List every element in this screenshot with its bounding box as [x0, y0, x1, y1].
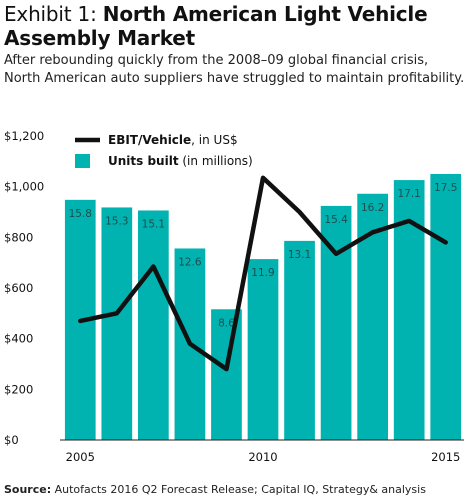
bar [247, 259, 279, 440]
bar [138, 210, 169, 440]
bar-data-label: 16.2 [361, 202, 384, 214]
title-prefix: Exhibit 1: [4, 2, 97, 26]
title-main: North American Light Vehicle Assembly Ma… [4, 2, 428, 50]
legend-label-units: Units built (in millions) [108, 154, 253, 168]
bar-data-label: 17.5 [434, 182, 457, 194]
bar [101, 207, 133, 440]
source-label: Source: [4, 483, 52, 496]
bar-data-label: 11.9 [251, 267, 274, 279]
y-tick-label: $1,000 [4, 180, 44, 194]
bar [211, 309, 242, 440]
x-tick-label: 2015 [431, 450, 460, 464]
bar-data-label: 13.1 [288, 249, 311, 261]
bar-data-label: 15.4 [324, 214, 348, 226]
bar [430, 174, 462, 440]
y-tick-label: $200 [4, 382, 33, 396]
x-tick-label: 2010 [248, 450, 277, 464]
source-text: Autofacts 2016 Q2 Forecast Release; Capi… [54, 483, 426, 496]
bar-data-label: 17.1 [397, 188, 420, 200]
y-tick-label: $0 [4, 433, 19, 447]
x-tick-label: 2005 [66, 450, 95, 464]
y-tick-label: $800 [4, 230, 33, 244]
y-tick-label: $600 [4, 281, 33, 295]
ebit-line [78, 175, 448, 372]
bar-data-label: 15.3 [105, 215, 128, 227]
chart: $0 $200 $400 $600 $800 $1,000 $1,200 15.8 15.3 15… [4, 129, 464, 464]
bar-data-label: 8.6 [218, 317, 235, 329]
y-tick-label: $1,200 [4, 129, 44, 143]
y-tick-label: $400 [4, 332, 33, 346]
source-note: Source: Autofacts 2016 Q2 Forecast Relea… [4, 483, 466, 497]
legend-label-ebit: EBIT/Vehicle, in US$ [108, 133, 238, 147]
legend-bar-swatch [75, 154, 90, 168]
bar [284, 240, 315, 440]
bar-data-label: 12.6 [178, 256, 202, 268]
chart-title: Exhibit 1: North American Light Vehicle … [4, 2, 464, 50]
chart-subtitle: After rebounding quickly from the 2008–0… [4, 53, 465, 86]
bar-data-label: 15.1 [142, 218, 165, 230]
bar-data-label: 15.8 [69, 208, 92, 220]
